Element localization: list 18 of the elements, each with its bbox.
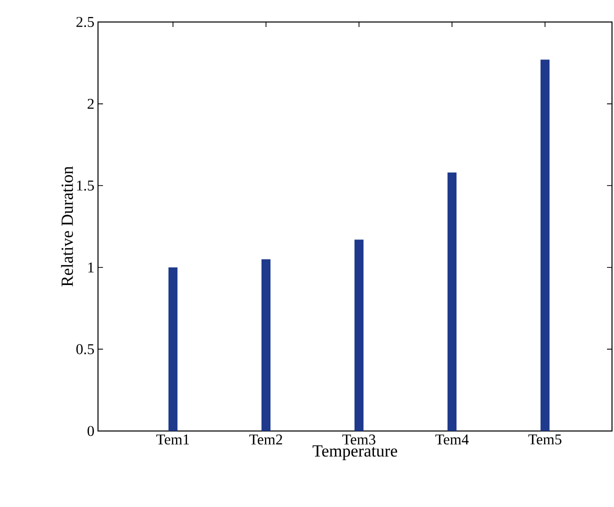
y-tick-label: 1 bbox=[88, 262, 94, 272]
y-tick-label: 0.5 bbox=[76, 344, 94, 354]
bar bbox=[261, 259, 270, 431]
x-tick-label: Tem4 bbox=[435, 434, 469, 444]
x-axis-title: Temperature bbox=[312, 445, 398, 460]
x-tick-label: Tem3 bbox=[342, 434, 376, 445]
bar bbox=[168, 267, 178, 431]
x-tick-label: Tem5 bbox=[528, 434, 562, 444]
y-tick-label: 1.5 bbox=[77, 180, 94, 191]
y-tick-label: 2 bbox=[88, 98, 94, 109]
y-tick-label: 0 bbox=[88, 426, 94, 436]
y-tick-label: 2.5 bbox=[76, 16, 94, 28]
x-tick-label: Tem2 bbox=[249, 434, 282, 445]
y-axis-title: Relative Duration bbox=[61, 166, 73, 286]
x-tick-label: Tem1 bbox=[156, 434, 190, 445]
bar bbox=[354, 240, 364, 431]
bar bbox=[448, 172, 457, 431]
bar bbox=[540, 60, 550, 431]
